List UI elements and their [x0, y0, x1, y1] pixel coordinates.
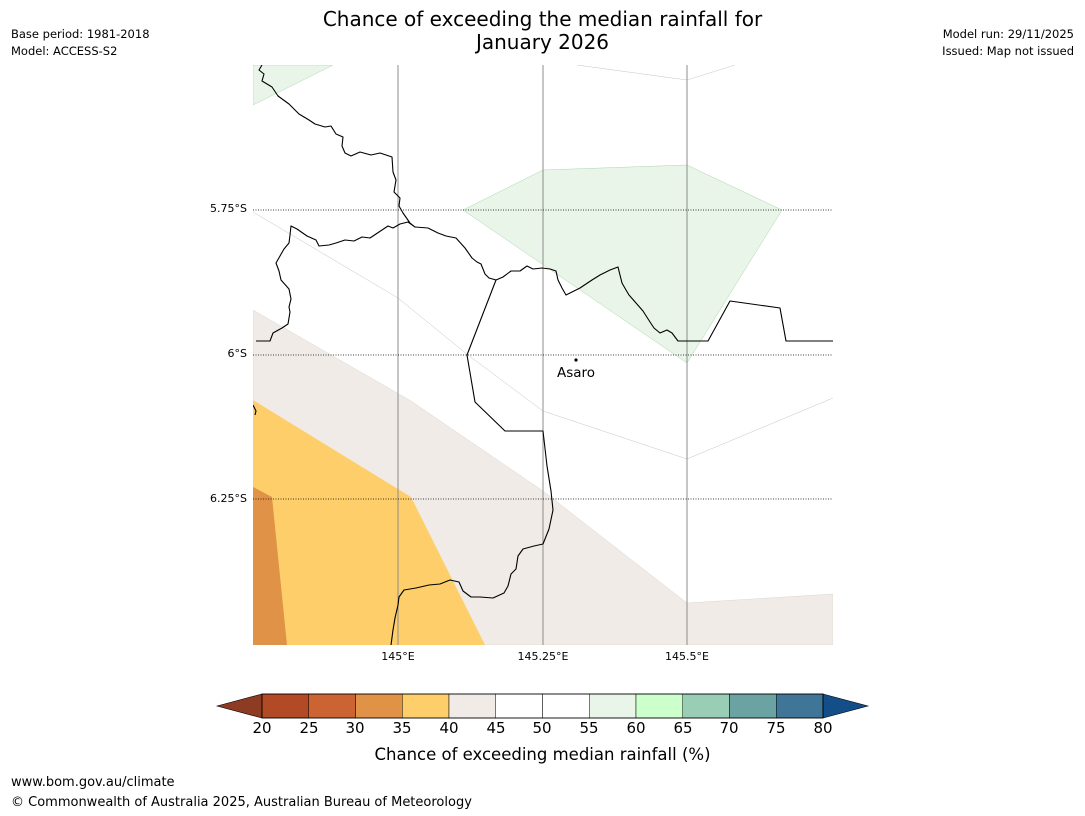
- province-boundaries: [253, 65, 833, 645]
- colorbar-segment-30-35: [355, 693, 403, 719]
- colorbar-segment-35-40: [402, 693, 450, 719]
- footer-copyright: © Commonwealth of Australia 2025, Austra…: [11, 795, 472, 810]
- latitude-grid: [253, 209, 833, 500]
- lon-label-145E: 145°E: [381, 650, 415, 663]
- colorbar-tick-75: 75: [766, 719, 786, 737]
- base-period-text: Base period: 1981-2018: [11, 27, 150, 41]
- colorbar-tick-65: 65: [673, 719, 693, 737]
- colorbar-tick-35: 35: [392, 719, 412, 737]
- lat-label-6-25S: 6.25°S: [210, 492, 247, 505]
- colorbar-segment-25-30: [308, 693, 356, 719]
- footer-url: www.bom.gov.au/climate: [11, 775, 175, 790]
- lon-label-145-5E: 145.5°E: [665, 650, 709, 663]
- model-run-text: Model run: 29/11/2025: [942, 27, 1074, 41]
- colorbar-segment-65-70: [682, 693, 730, 719]
- lat-label-6S: 6°S: [227, 347, 247, 360]
- asaro-label: Asaro: [557, 365, 596, 381]
- colorbar-tick-70: 70: [719, 719, 739, 737]
- model-text: Model: ACCESS-S2: [11, 44, 118, 58]
- colorbar-tick-20: 20: [252, 719, 272, 737]
- colorbar-segment-50-55: [542, 693, 590, 719]
- colorbar-label: Chance of exceeding median rainfall (%): [374, 745, 711, 764]
- meta-right: Model run: 29/11/2025 Issued: Map not is…: [942, 26, 1074, 60]
- map-title-line2: January 2026: [475, 30, 610, 54]
- colorbar-tick-60: 60: [626, 719, 646, 737]
- meta-left: Base period: 1981-2018 Model: ACCESS-S2: [11, 26, 150, 60]
- colorbar-tick-45: 45: [486, 719, 506, 737]
- colorbar: [215, 693, 870, 719]
- zone-55-60-north: [253, 65, 334, 106]
- map-title-line1: Chance of exceeding the median rainfall …: [322, 7, 763, 31]
- rainfall-map: [253, 65, 833, 645]
- colorbar-segment-60-65: [635, 693, 683, 719]
- asaro-marker: [574, 358, 578, 362]
- issued-text: Issued: Map not issued: [942, 44, 1074, 58]
- colorbar-tick-80: 80: [813, 719, 833, 737]
- zone-35-40: [253, 400, 485, 645]
- colorbar-segment-55-60: [589, 693, 637, 719]
- colorbar-tick-25: 25: [299, 719, 319, 737]
- colorbar-segment-20-25: [261, 693, 309, 719]
- lon-label-145-25E: 145.25°E: [517, 650, 569, 663]
- colorbar-segment-75-80: [776, 693, 824, 719]
- lat-label-5-75S: 5.75°S: [210, 202, 247, 215]
- colorbar-segment-45-50: [495, 693, 543, 719]
- zone-30-35: [253, 487, 287, 645]
- colorbar-segment-40-45: [448, 693, 496, 719]
- map-title: Chance of exceeding the median rainfall …: [0, 8, 1085, 54]
- colorbar-lower-extend: [215, 693, 263, 719]
- colorbar-segment-70-75: [729, 693, 777, 719]
- colorbar-tick-50: 50: [532, 719, 552, 737]
- colorbar-tick-30: 30: [345, 719, 365, 737]
- colorbar-tick-40: 40: [439, 719, 459, 737]
- colorbar-upper-extend: [822, 693, 870, 719]
- colorbar-tick-55: 55: [579, 719, 599, 737]
